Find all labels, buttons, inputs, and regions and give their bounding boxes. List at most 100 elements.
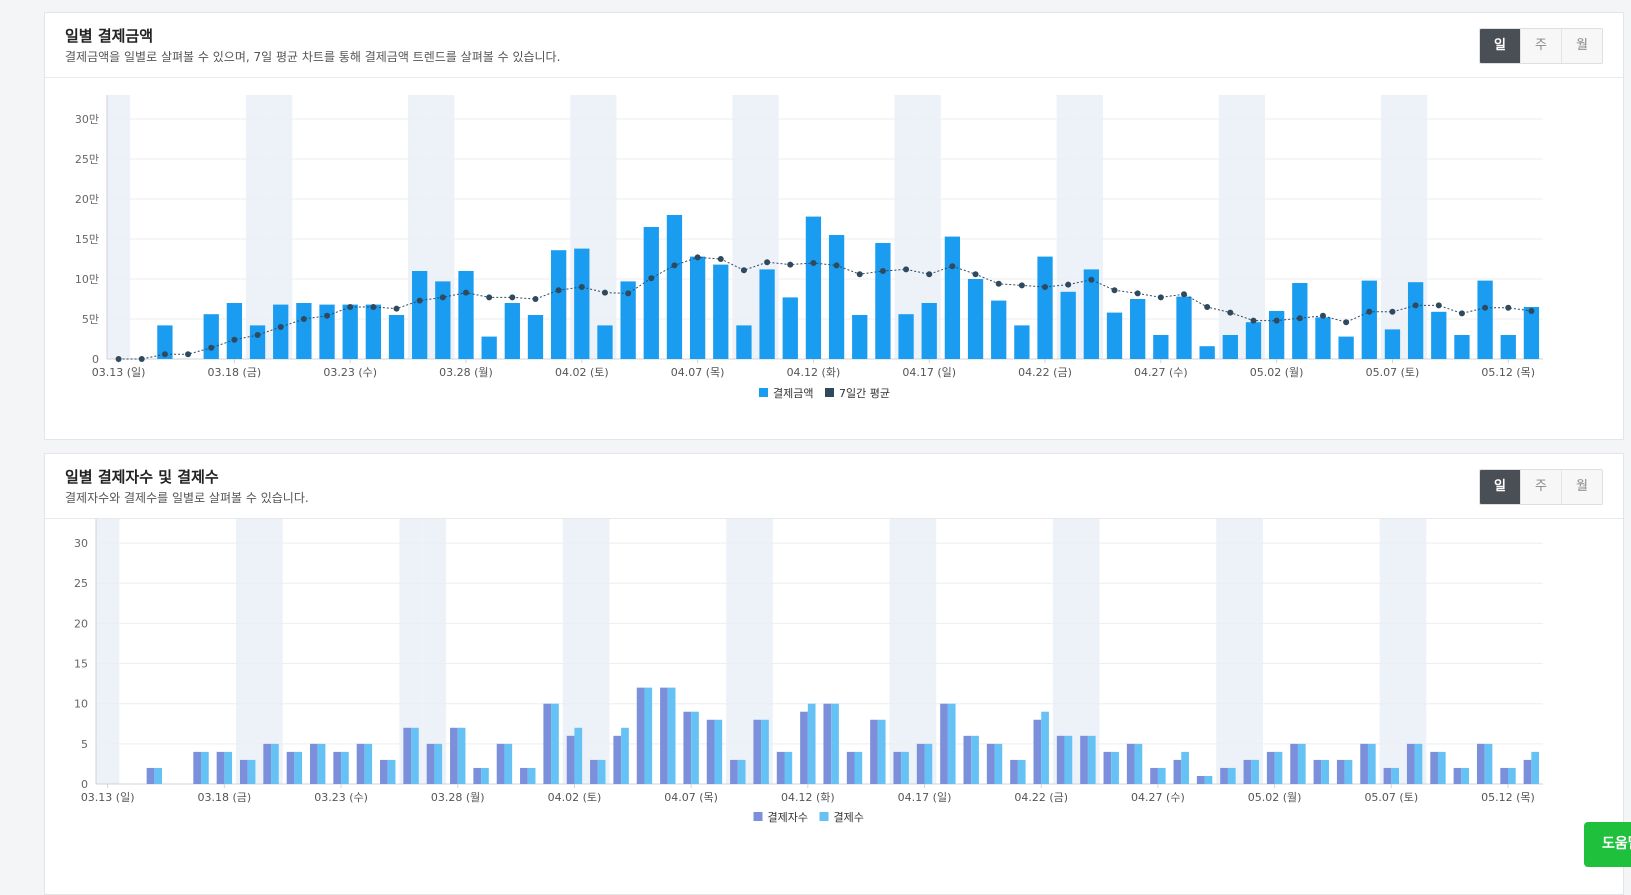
bar-secondary [807,703,816,784]
bar-secondary [271,743,279,784]
bar-primary [1243,759,1252,784]
bar-primary [273,304,289,359]
x-tick-label: 05.07 (토) [1366,366,1420,379]
x-tick-label: 04.07 (목) [671,366,725,379]
bar-secondary [1344,759,1353,784]
bar-secondary [947,703,956,784]
bar-secondary [1017,759,1026,784]
bar-secondary [1274,751,1283,784]
bar-secondary [971,735,979,784]
bar-primary [1150,767,1158,784]
bar-primary [1176,296,1192,359]
period-week-button[interactable]: 주 [1520,470,1561,504]
bar-primary [356,743,365,784]
weekend-band [1402,519,1427,784]
bar-secondary [224,751,233,784]
bar-primary [689,256,706,359]
bar-primary [1037,256,1053,359]
y-tick-label: 30 [74,537,88,550]
bar-primary [713,264,729,359]
bar-primary [403,727,412,784]
bar-primary [249,325,266,359]
bar-primary [1361,280,1377,359]
bar-primary [1407,282,1424,359]
weekend-band [894,95,918,359]
average-point [1505,304,1512,311]
x-tick-label: 04.27 (수) [1134,366,1188,379]
bar-primary [1384,329,1401,359]
bar-primary [1290,743,1298,784]
average-line [118,256,1532,360]
help-button[interactable]: 도움말 [1584,822,1631,867]
weekend-band [562,519,587,784]
average-point [1157,294,1164,301]
period-day-button[interactable]: 일 [1480,29,1520,63]
bar-primary [643,227,659,359]
bar-primary [1266,751,1275,784]
weekend-band [269,95,293,359]
x-tick-label: 03.18 (금) [198,791,252,804]
bar-primary [574,248,590,359]
bar-primary [1523,307,1540,359]
weekend-band [917,95,941,359]
weekend-band [726,519,750,784]
period-day-button[interactable]: 일 [1480,470,1520,504]
legend-label: 7일간 평균 [839,386,890,400]
panel-title: 일별 결제금액 [65,27,154,45]
bar-primary [852,315,868,359]
average-point [161,351,168,358]
x-tick-label: 03.28 (월) [439,366,493,379]
average-point [926,271,933,278]
weekend-band [1380,95,1405,359]
bar-secondary [1437,751,1446,784]
average-point [416,297,423,304]
bar-secondary [1134,743,1143,784]
average-point [625,290,632,297]
period-week-button[interactable]: 주 [1520,29,1561,63]
average-point [509,294,516,301]
y-tick-label: 5만 [82,313,99,326]
bar-secondary [1531,751,1540,784]
average-point [231,336,238,343]
bar-primary [828,235,845,359]
bar-primary [450,727,458,784]
period-month-button[interactable]: 월 [1561,470,1602,504]
average-point [1273,317,1280,324]
average-point [903,266,910,273]
average-point [1250,317,1257,324]
bar-secondary [854,751,863,784]
weekend-band [749,519,773,784]
average-point [601,289,608,296]
bar-primary [736,325,752,359]
bar-primary [566,735,575,784]
bar-primary [146,767,155,784]
average-point [300,316,307,322]
bar-secondary [877,719,886,784]
bar-primary [916,743,925,784]
x-tick-label: 03.28 (월) [431,791,485,804]
average-point [1042,284,1049,290]
weekend-band [1216,519,1240,784]
average-point [949,263,956,270]
period-month-button[interactable]: 월 [1561,29,1602,63]
bar-primary [1338,336,1354,359]
average-point [787,261,794,268]
bar-secondary [667,687,676,784]
average-point [277,324,284,330]
y-tick-label: 0 [81,778,88,791]
bar-secondary [761,719,769,784]
x-tick-label: 05.07 (토) [1364,791,1418,804]
x-tick-label: 04.12 (화) [787,366,841,379]
average-point [1181,291,1187,298]
y-tick-label: 0 [92,353,99,366]
y-tick-label: 30만 [75,113,99,126]
average-point [1134,290,1141,297]
y-tick-label: 25만 [75,153,99,166]
bar-primary [1010,759,1018,784]
average-point [694,254,701,261]
bar-primary [435,281,451,359]
bar-secondary [154,767,163,784]
average-point [1482,304,1489,311]
bar-secondary [1461,767,1470,784]
bar-primary [1360,743,1368,784]
